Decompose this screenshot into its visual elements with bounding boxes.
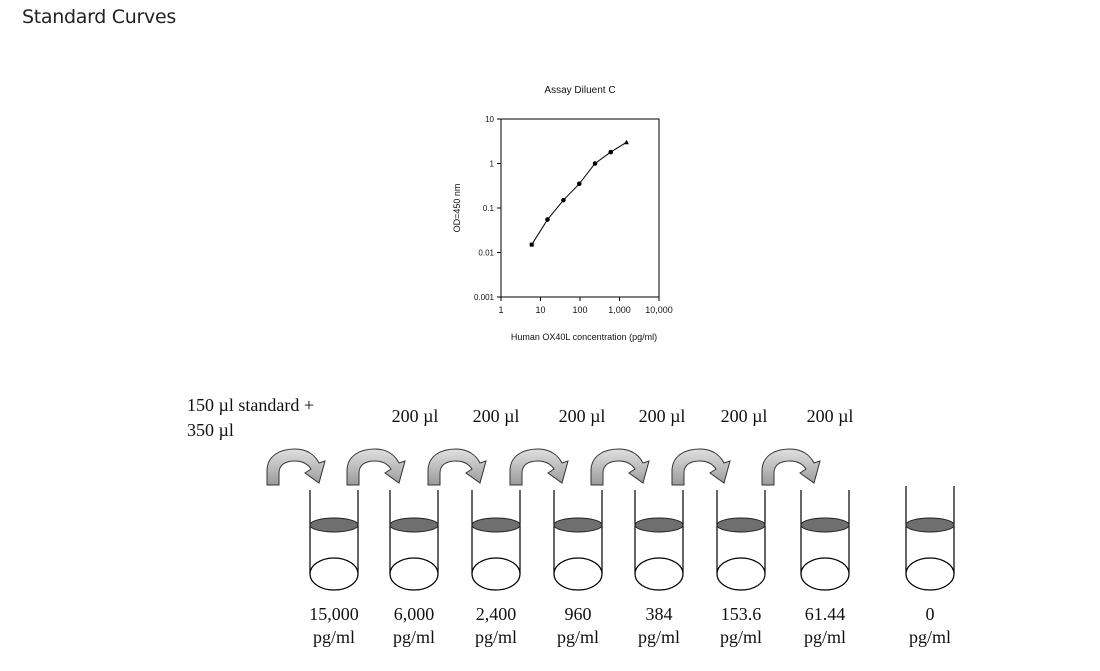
x-tick-label: 1,000 <box>608 305 631 315</box>
transfer-arrow <box>427 448 487 486</box>
tube-concentration-value: 153.6 <box>721 604 762 624</box>
transfer-volume-label: 200 µl <box>807 406 854 426</box>
transfer-arrow <box>590 448 650 486</box>
page-title: Standard Curves <box>22 6 176 28</box>
data-point <box>545 217 550 222</box>
y-tick-label: 1 <box>490 160 495 169</box>
tube-concentration-unit: pg/ml <box>638 627 680 647</box>
tube-concentration-value: 61.44 <box>805 604 846 624</box>
data-point <box>576 181 582 187</box>
tube-concentration-unit: pg/ml <box>393 627 435 647</box>
y-tick-label: 0.01 <box>478 249 494 258</box>
data-point <box>529 242 534 247</box>
first-transfer-label-line2: 350 µl <box>187 420 234 440</box>
x-tick-label: 10 <box>535 305 545 315</box>
tube-concentration-unit: pg/ml <box>720 627 762 647</box>
transfer-volume-label: 200 µl <box>721 406 768 426</box>
data-point <box>561 197 566 203</box>
transfer-volume-label: 200 µl <box>559 406 606 426</box>
transfer-arrow <box>509 448 569 486</box>
tube-concentration-unit: pg/ml <box>475 627 517 647</box>
transfer-arrow <box>266 448 326 486</box>
tube-concentration-value: 0 <box>926 604 935 624</box>
data-point <box>592 161 598 166</box>
first-transfer-label-line1: 150 µl standard + <box>187 395 314 415</box>
dilution-tube <box>716 490 766 591</box>
tube-concentration-unit: pg/ml <box>313 627 355 647</box>
standard-curve-chart: Assay Diluent C 1 10 100 1,000 10,000 0.001 0… <box>452 85 673 342</box>
tube-concentration-value: 2,400 <box>476 604 517 624</box>
tube-concentration-value: 960 <box>565 604 592 624</box>
transfer-arrow <box>346 448 406 486</box>
dilution-tube <box>634 490 684 591</box>
x-tick-label: 100 <box>572 305 587 315</box>
tube-concentration-unit: pg/ml <box>804 627 846 647</box>
y-tick-label: 0.1 <box>483 204 495 213</box>
chart-title: Assay Diluent C <box>544 85 615 96</box>
tube-concentration-unit: pg/ml <box>909 627 951 647</box>
x-tick-label: 10,000 <box>645 305 673 315</box>
tube-concentration-unit: pg/ml <box>557 627 599 647</box>
tube-concentration-value: 6,000 <box>394 604 435 624</box>
data-point <box>623 139 629 145</box>
dilution-tube <box>389 490 439 591</box>
dilution-tube <box>471 490 521 591</box>
dilution-tube <box>553 490 603 591</box>
transfer-volume-label: 200 µl <box>473 406 520 426</box>
tube-concentration-value: 384 <box>646 604 673 624</box>
transfer-volume-label: 200 µl <box>639 406 686 426</box>
x-axis-label: Human OX40L concentration (pg/ml) <box>511 332 657 342</box>
data-point <box>608 149 614 155</box>
x-tick-label: 1 <box>498 305 503 315</box>
y-axis-label: OD=450 nm <box>452 184 462 233</box>
y-tick-label: 10 <box>485 115 494 124</box>
transfer-arrow <box>671 448 731 486</box>
dilution-tube <box>800 490 850 591</box>
dilution-tube <box>309 490 359 591</box>
dilution-tube <box>905 486 955 591</box>
tube-concentration-value: 15,000 <box>309 604 359 624</box>
transfer-volume-label: 200 µl <box>392 406 439 426</box>
transfer-arrow <box>761 448 821 486</box>
y-tick-label: 0.001 <box>474 293 495 302</box>
